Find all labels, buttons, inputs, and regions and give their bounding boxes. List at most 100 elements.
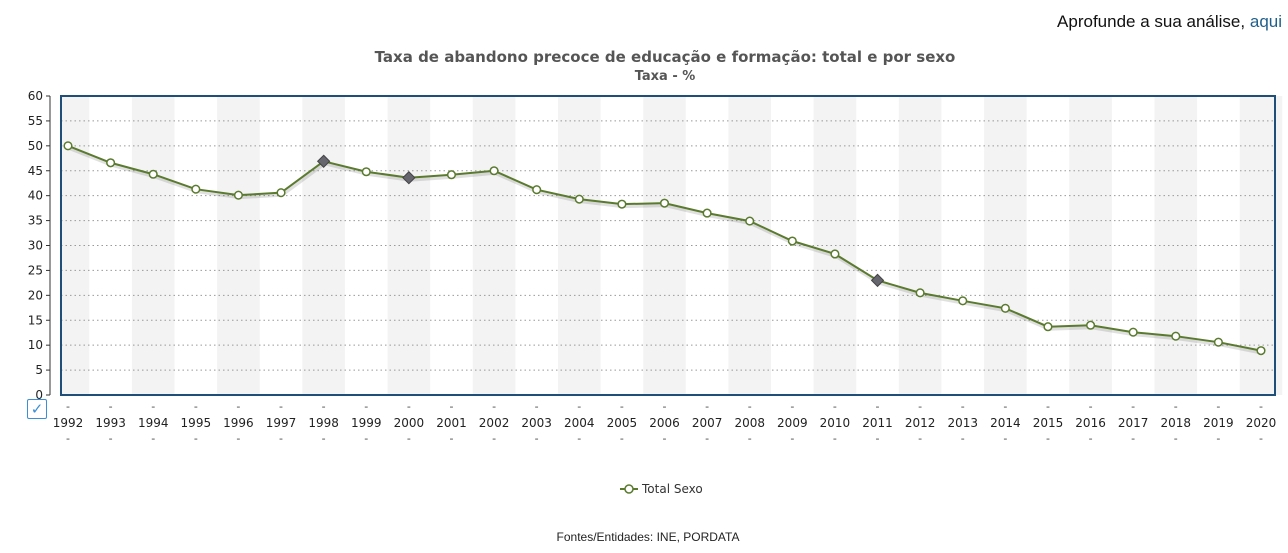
x-tick-mark: - <box>705 432 709 445</box>
data-point <box>446 170 457 180</box>
y-tick-label: 0 <box>35 388 43 402</box>
x-tick-mark: - <box>1131 432 1135 445</box>
x-tick-mark: - <box>620 432 624 445</box>
x-tick-mark: - <box>577 432 581 445</box>
data-point <box>830 249 840 259</box>
analysis-prompt: Aprofunde a sua análise, aqui <box>1057 12 1282 32</box>
source-note: Fontes/Entidades: INE, PORDATA <box>556 530 740 544</box>
x-tick-label: 1999 <box>351 416 382 430</box>
x-tick-label: 2008 <box>734 416 765 430</box>
x-tick-mark: - <box>876 400 880 413</box>
data-point <box>148 169 158 179</box>
x-tick-label: 1995 <box>181 416 212 430</box>
data-point <box>106 158 116 168</box>
x-tick-label: 2016 <box>1075 416 1106 430</box>
analysis-prompt-text: Aprofunde a sua análise, <box>1057 12 1246 31</box>
x-tick-mark: - <box>66 400 70 413</box>
x-tick-mark: - <box>279 400 283 413</box>
chart-subtitle: Taxa - % <box>634 69 696 84</box>
y-tick-label: 15 <box>28 313 43 327</box>
data-point <box>1128 327 1138 337</box>
data-point <box>233 190 243 200</box>
plot-band <box>1154 96 1198 395</box>
x-tick-mark: - <box>620 400 624 413</box>
highlighted-data-point <box>402 171 416 185</box>
x-tick-mark: - <box>1089 400 1093 413</box>
x-tick-label: 2019 <box>1203 416 1234 430</box>
x-tick-mark: - <box>236 432 240 445</box>
x-tick-mark: - <box>1046 432 1050 445</box>
data-point <box>915 288 925 298</box>
x-tick-label: 2005 <box>607 416 638 430</box>
x-tick-mark: - <box>577 400 581 413</box>
data-point <box>1213 337 1223 347</box>
x-tick-mark: - <box>236 400 240 413</box>
data-point <box>63 141 73 151</box>
x-tick-mark: - <box>492 400 496 413</box>
x-tick-mark: - <box>66 432 70 445</box>
x-tick-mark: - <box>663 400 667 413</box>
x-tick-mark: - <box>1259 432 1263 445</box>
x-tick-label: 2007 <box>692 416 723 430</box>
x-tick-label: 1996 <box>223 416 254 430</box>
x-tick-mark: - <box>918 432 922 445</box>
x-tick-mark: - <box>790 432 794 445</box>
x-tick-label: 2020 <box>1246 416 1277 430</box>
x-tick-label: 1998 <box>308 416 339 430</box>
x-tick-mark: - <box>790 400 794 413</box>
x-tick-label: 2000 <box>394 416 425 430</box>
x-tick-mark: - <box>151 432 155 445</box>
x-tick-mark: - <box>1216 432 1220 445</box>
x-tick-label: 2014 <box>990 416 1021 430</box>
x-tick-label: 1994 <box>138 416 169 430</box>
data-point <box>191 184 201 194</box>
x-tick-mark: - <box>876 432 880 445</box>
y-tick-label: 40 <box>28 189 43 203</box>
y-tick-label: 30 <box>28 239 43 253</box>
y-tick-label: 25 <box>28 263 43 277</box>
y-tick-label: 55 <box>28 114 43 128</box>
x-tick-mark: - <box>407 400 411 413</box>
data-point <box>617 199 627 209</box>
y-tick-label: 45 <box>28 164 43 178</box>
x-tick-label: 2013 <box>947 416 978 430</box>
x-tick-mark: - <box>1089 432 1093 445</box>
x-tick-mark: - <box>109 400 113 413</box>
plot-band <box>1069 96 1112 395</box>
data-point <box>745 216 755 226</box>
x-tick-mark: - <box>1046 400 1050 413</box>
x-tick-mark: - <box>1174 400 1178 413</box>
legend-line-marker-icon <box>620 484 638 494</box>
checkbox-toggle[interactable]: ✓ <box>27 399 47 419</box>
x-tick-label: 1992 <box>53 416 84 430</box>
chart-title: Taxa de abandono precoce de educação e f… <box>374 48 956 66</box>
data-point <box>958 296 968 306</box>
data-point <box>574 194 584 204</box>
x-tick-mark: - <box>449 432 453 445</box>
analysis-link[interactable]: aqui <box>1249 12 1282 31</box>
x-tick-label: 2006 <box>649 416 680 430</box>
x-tick-label: 2015 <box>1033 416 1064 430</box>
x-tick-label: 1997 <box>266 416 297 430</box>
data-point <box>1086 320 1096 330</box>
x-tick-mark: - <box>663 432 667 445</box>
x-tick-label: 2017 <box>1118 416 1149 430</box>
x-tick-label: 2018 <box>1161 416 1192 430</box>
legend[interactable]: Total Sexo <box>620 482 703 496</box>
x-tick-mark: - <box>194 400 198 413</box>
data-point <box>361 167 371 177</box>
x-tick-mark: - <box>833 432 837 445</box>
data-point <box>702 208 712 218</box>
x-tick-label: 1993 <box>95 416 126 430</box>
x-tick-label: 2003 <box>521 416 552 430</box>
x-tick-mark: - <box>322 432 326 445</box>
x-tick-mark: - <box>748 400 752 413</box>
x-tick-mark: - <box>449 400 453 413</box>
x-tick-label: 2002 <box>479 416 510 430</box>
data-point <box>659 198 670 208</box>
data-point <box>489 166 499 176</box>
data-point <box>532 185 542 195</box>
x-tick-mark: - <box>748 432 752 445</box>
legend-label: Total Sexo <box>642 482 703 496</box>
x-tick-mark: - <box>407 432 411 445</box>
